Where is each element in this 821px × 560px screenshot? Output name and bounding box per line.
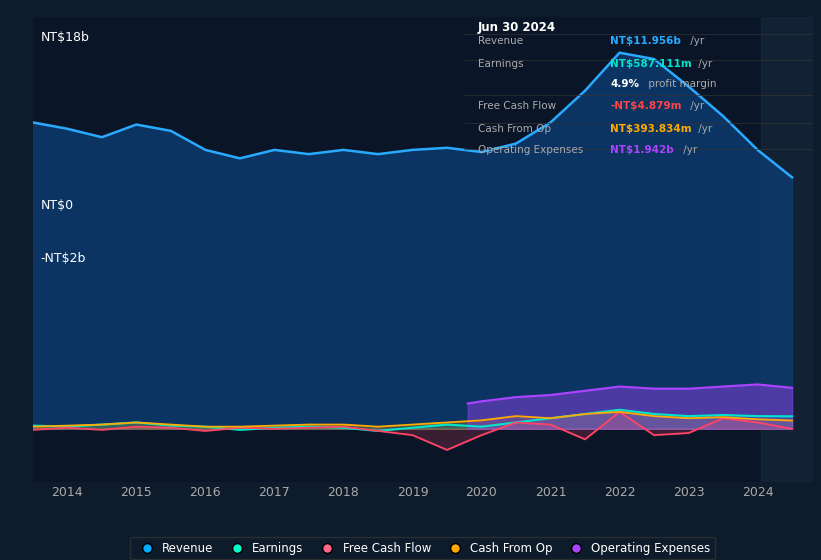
- Text: Cash From Op: Cash From Op: [478, 124, 551, 134]
- Text: NT$18b: NT$18b: [41, 31, 89, 44]
- Text: /yr: /yr: [687, 36, 704, 46]
- Text: -NT$4.879m: -NT$4.879m: [610, 101, 682, 111]
- Text: /yr: /yr: [680, 145, 697, 155]
- Text: Revenue: Revenue: [478, 36, 523, 46]
- Text: -NT$2b: -NT$2b: [41, 252, 86, 265]
- Text: NT$1.942b: NT$1.942b: [610, 145, 674, 155]
- Text: Jun 30 2024: Jun 30 2024: [478, 21, 556, 34]
- Text: Earnings: Earnings: [478, 59, 523, 69]
- Text: /yr: /yr: [695, 59, 712, 69]
- Bar: [761, 17, 813, 482]
- Text: Free Cash Flow: Free Cash Flow: [478, 101, 556, 111]
- Text: 4.9%: 4.9%: [610, 79, 640, 89]
- Text: Operating Expenses: Operating Expenses: [478, 145, 583, 155]
- Text: NT$587.111m: NT$587.111m: [610, 59, 692, 69]
- Text: NT$393.834m: NT$393.834m: [610, 124, 692, 134]
- Text: /yr: /yr: [687, 101, 704, 111]
- Text: profit margin: profit margin: [645, 79, 717, 89]
- Text: /yr: /yr: [695, 124, 712, 134]
- Text: NT$11.956b: NT$11.956b: [610, 36, 681, 46]
- Legend: Revenue, Earnings, Free Cash Flow, Cash From Op, Operating Expenses: Revenue, Earnings, Free Cash Flow, Cash …: [131, 537, 715, 559]
- Text: NT$0: NT$0: [41, 199, 74, 212]
